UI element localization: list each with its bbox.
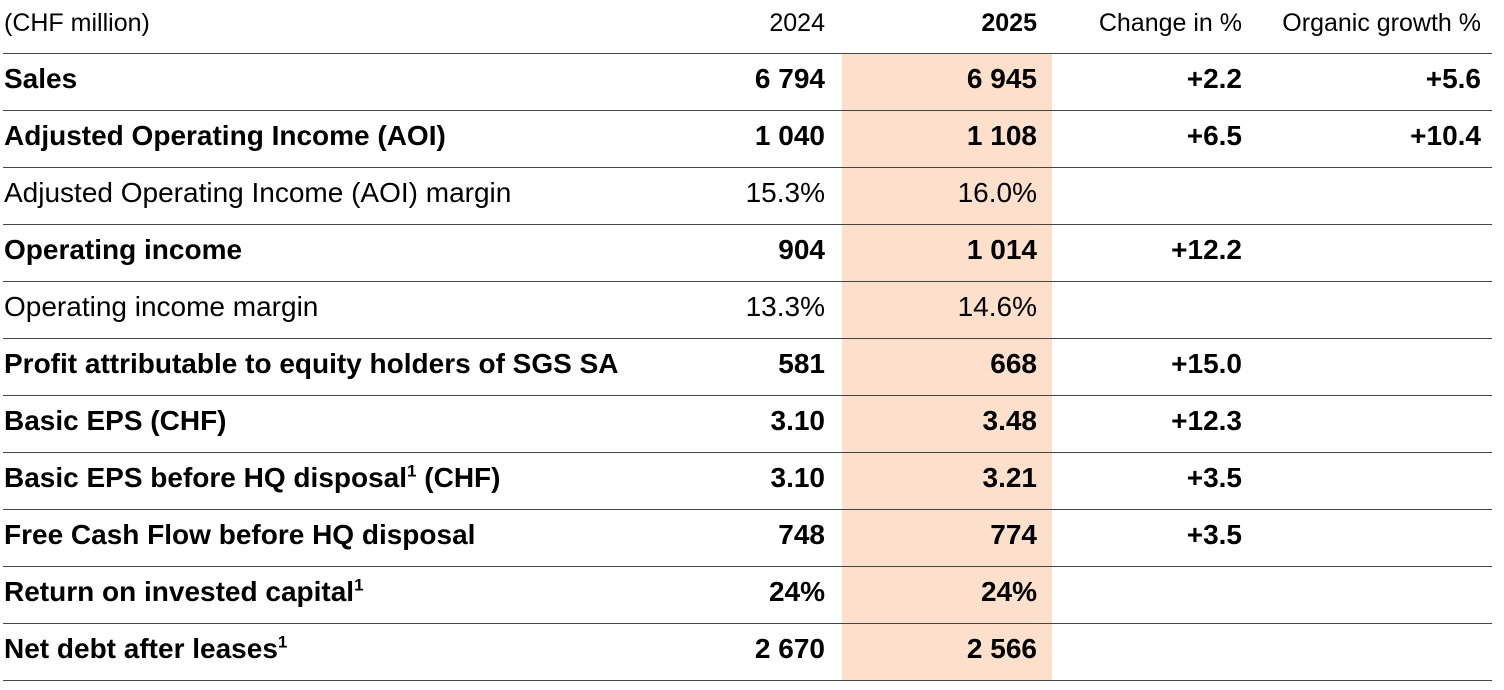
value-organic-growth-percent bbox=[1252, 451, 1492, 509]
row-label-text: Profit attributable to equity holders of… bbox=[4, 348, 619, 379]
row-label: Adjusted Operating Income (AOI) margin bbox=[3, 166, 682, 224]
value-organic-growth-percent bbox=[1252, 166, 1492, 224]
table-row-basic-eps: Basic EPS (CHF) 3.10 3.48 +12.3 bbox=[3, 394, 1492, 452]
value-2024: 3.10 bbox=[682, 451, 842, 509]
table-row-profit-attributable: Profit attributable to equity holders of… bbox=[3, 337, 1492, 395]
row-label-text: Adjusted Operating Income (AOI) bbox=[4, 120, 446, 151]
row-label: Return on invested capital1 bbox=[3, 565, 682, 623]
financial-key-figures-page: (CHF million) 2024 2025 Change in % Orga… bbox=[3, 0, 1492, 681]
column-header-2024: 2024 bbox=[769, 8, 825, 37]
value-2024: 6 794 bbox=[682, 52, 842, 110]
value-change-percent: +3.5 bbox=[1052, 451, 1252, 509]
row-label-text: Net debt after leases bbox=[4, 633, 278, 664]
value-organic-growth-percent bbox=[1252, 622, 1492, 680]
value-organic-growth-percent bbox=[1252, 394, 1492, 452]
row-label-suffix: (CHF) bbox=[416, 462, 501, 493]
value-2024: 3.10 bbox=[682, 394, 842, 452]
value-organic-growth-percent bbox=[1252, 280, 1492, 338]
value-2024: 2 670 bbox=[682, 622, 842, 680]
table-row-free-cash-flow: Free Cash Flow before HQ disposal 748 77… bbox=[3, 508, 1492, 566]
table-row-sales: Sales 6 794 6 945 +2.2 +5.6 bbox=[3, 52, 1492, 110]
value-2025: 24% bbox=[842, 565, 1052, 623]
value-2025: 6 945 bbox=[842, 52, 1052, 110]
value-change-percent: +12.3 bbox=[1052, 394, 1252, 452]
value-change-percent: +2.2 bbox=[1052, 52, 1252, 110]
value-2025: 1 108 bbox=[842, 109, 1052, 167]
value-change-percent bbox=[1052, 166, 1252, 224]
row-label: Adjusted Operating Income (AOI) bbox=[3, 109, 682, 167]
column-header-2025: 2025 bbox=[981, 8, 1037, 37]
value-2024: 581 bbox=[682, 337, 842, 395]
row-label-text: Return on invested capital bbox=[4, 576, 355, 607]
value-organic-growth-percent bbox=[1252, 565, 1492, 623]
value-2025: 3.21 bbox=[842, 451, 1052, 509]
row-label-text: Operating income bbox=[4, 234, 243, 265]
value-2025: 14.6% bbox=[842, 280, 1052, 338]
column-header-change: Change in % bbox=[1098, 8, 1242, 37]
column-header-organic-growth: Organic growth % bbox=[1282, 8, 1481, 37]
table-row-operating-income: Operating income 904 1 014 +12.2 bbox=[3, 223, 1492, 281]
key-figures-table: (CHF million) 2024 2025 Change in % Orga… bbox=[3, 0, 1492, 681]
value-change-percent: +15.0 bbox=[1052, 337, 1252, 395]
value-organic-growth-percent: +5.6 bbox=[1252, 52, 1492, 110]
value-2024: 15.3% bbox=[682, 166, 842, 224]
row-label-text: Basic EPS (CHF) bbox=[4, 405, 227, 436]
table-row-return-on-invested-capital: Return on invested capital1 24% 24% bbox=[3, 565, 1492, 623]
value-organic-growth-percent bbox=[1252, 223, 1492, 281]
value-change-percent bbox=[1052, 622, 1252, 680]
table-row-basic-eps-before-hq-disposal: Basic EPS before HQ disposal1 (CHF) 3.10… bbox=[3, 451, 1492, 509]
footnote-marker: 1 bbox=[277, 632, 288, 652]
value-change-percent: +3.5 bbox=[1052, 508, 1252, 566]
row-label-text: Sales bbox=[4, 63, 78, 94]
value-organic-growth-percent: +10.4 bbox=[1252, 109, 1492, 167]
value-organic-growth-percent bbox=[1252, 337, 1492, 395]
table-row-adjusted-operating-income: Adjusted Operating Income (AOI) 1 040 1 … bbox=[3, 109, 1492, 167]
value-2024: 1 040 bbox=[682, 109, 842, 167]
value-2025: 774 bbox=[842, 508, 1052, 566]
row-label: Operating income bbox=[3, 223, 682, 281]
row-label: Basic EPS (CHF) bbox=[3, 394, 682, 452]
value-2025: 3.48 bbox=[842, 394, 1052, 452]
footnote-marker: 1 bbox=[407, 461, 417, 481]
unit-label: (CHF million) bbox=[4, 8, 150, 37]
value-2024: 24% bbox=[682, 565, 842, 623]
table-row-aoi-margin: Adjusted Operating Income (AOI) margin 1… bbox=[3, 166, 1492, 224]
footnote-marker: 1 bbox=[354, 575, 364, 595]
value-change-percent: +6.5 bbox=[1052, 109, 1252, 167]
value-2025: 668 bbox=[842, 337, 1052, 395]
value-organic-growth-percent bbox=[1252, 508, 1492, 566]
row-label: Operating income margin bbox=[3, 280, 682, 338]
value-2025: 1 014 bbox=[842, 223, 1052, 281]
row-label: Free Cash Flow before HQ disposal bbox=[3, 508, 682, 566]
value-2024: 904 bbox=[682, 223, 842, 281]
row-label: Net debt after leases1 bbox=[3, 622, 682, 680]
row-label: Basic EPS before HQ disposal1 (CHF) bbox=[3, 451, 682, 509]
row-label-text: Adjusted Operating Income (AOI) margin bbox=[4, 177, 512, 208]
row-label-text: Free Cash Flow before HQ disposal bbox=[4, 519, 476, 550]
table-row-operating-income-margin: Operating income margin 13.3% 14.6% bbox=[3, 280, 1492, 338]
value-2024: 13.3% bbox=[682, 280, 842, 338]
value-change-percent: +12.2 bbox=[1052, 223, 1252, 281]
value-2025: 16.0% bbox=[842, 166, 1052, 224]
header-row: (CHF million) 2024 2025 Change in % Orga… bbox=[3, 0, 1492, 53]
value-2024: 748 bbox=[682, 508, 842, 566]
table-row-net-debt-after-leases: Net debt after leases1 2 670 2 566 bbox=[3, 622, 1492, 680]
row-label: Sales bbox=[3, 52, 682, 110]
row-label: Profit attributable to equity holders of… bbox=[3, 337, 682, 395]
row-label-text: Basic EPS before HQ disposal bbox=[4, 462, 408, 493]
row-label-text: Operating income margin bbox=[4, 291, 319, 322]
value-change-percent bbox=[1052, 565, 1252, 623]
value-change-percent bbox=[1052, 280, 1252, 338]
value-2025: 2 566 bbox=[842, 622, 1052, 680]
